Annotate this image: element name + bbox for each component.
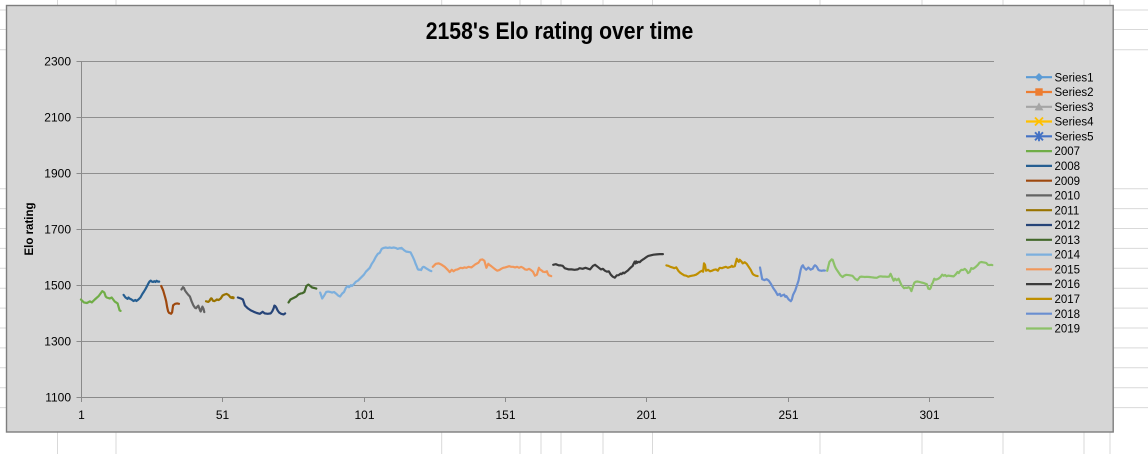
svg-text:Series5: Series5	[1055, 131, 1094, 143]
svg-text:1700: 1700	[44, 223, 71, 237]
svg-text:51: 51	[216, 408, 230, 422]
svg-text:Elo rating: Elo rating	[24, 202, 36, 255]
svg-text:1300: 1300	[44, 335, 71, 349]
svg-text:151: 151	[495, 408, 515, 422]
svg-text:2017: 2017	[1055, 294, 1081, 306]
svg-text:2007: 2007	[1055, 146, 1081, 158]
svg-text:2016: 2016	[1055, 279, 1081, 291]
svg-text:Series3: Series3	[1055, 102, 1094, 114]
svg-text:2158's Elo rating over time: 2158's Elo rating over time	[426, 17, 694, 45]
svg-text:301: 301	[919, 408, 939, 422]
svg-text:201: 201	[636, 408, 656, 422]
svg-text:2011: 2011	[1055, 205, 1080, 217]
svg-text:2013: 2013	[1055, 235, 1081, 247]
svg-text:2012: 2012	[1055, 220, 1081, 232]
svg-text:2014: 2014	[1055, 250, 1081, 262]
svg-text:Series1: Series1	[1055, 72, 1094, 84]
svg-text:2009: 2009	[1055, 176, 1081, 188]
svg-text:2015: 2015	[1055, 264, 1081, 276]
svg-text:2019: 2019	[1055, 324, 1081, 336]
svg-text:1100: 1100	[45, 391, 71, 405]
svg-text:2300: 2300	[44, 55, 71, 69]
svg-text:Series4: Series4	[1055, 117, 1095, 129]
svg-text:2018: 2018	[1055, 309, 1081, 321]
svg-text:1: 1	[78, 408, 85, 422]
svg-text:2100: 2100	[44, 111, 71, 125]
svg-text:2010: 2010	[1055, 191, 1081, 203]
svg-text:101: 101	[354, 408, 374, 422]
svg-text:2008: 2008	[1055, 161, 1081, 173]
svg-text:Series2: Series2	[1055, 87, 1094, 99]
svg-text:1900: 1900	[44, 167, 71, 181]
svg-text:251: 251	[778, 408, 798, 422]
svg-text:1500: 1500	[44, 279, 71, 293]
